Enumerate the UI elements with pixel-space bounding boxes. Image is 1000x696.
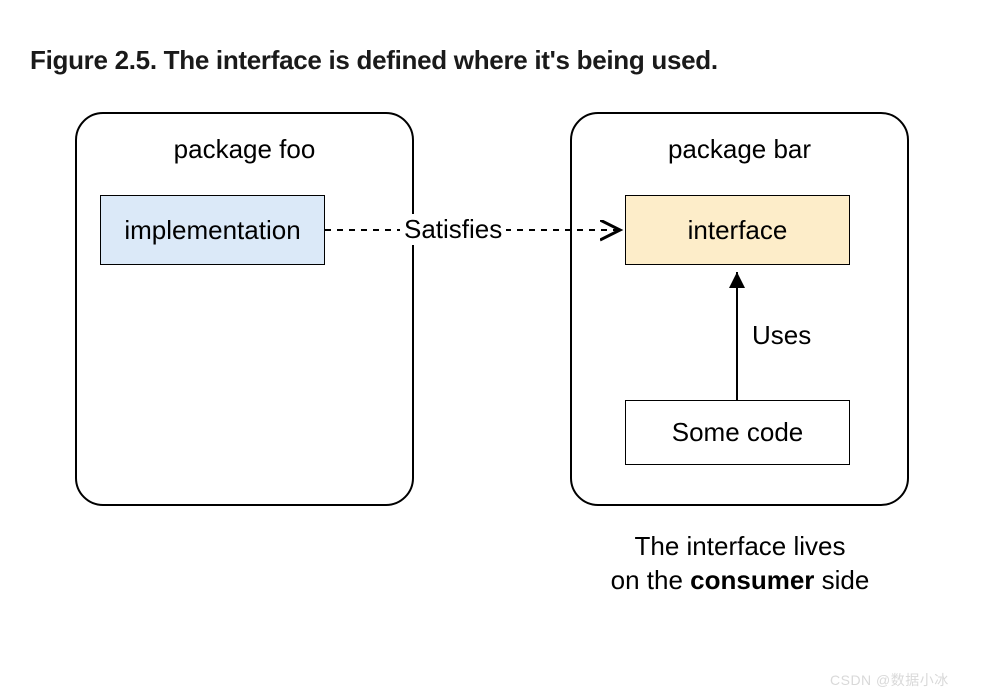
package-foo-title: package foo [77, 134, 412, 165]
node-interface-label: interface [688, 215, 788, 246]
edge-satisfies-label: Satisfies [400, 214, 506, 245]
caption-line2-post: side [814, 565, 869, 595]
caption-line2-bold: consumer [690, 565, 814, 595]
figure-title: Figure 2.5. The interface is defined whe… [30, 45, 718, 76]
package-foo: package foo [75, 112, 414, 506]
watermark: CSDN @数据小冰 [830, 670, 949, 690]
edge-uses-label: Uses [752, 320, 811, 351]
figure-caption: The interface lives on the consumer side [590, 530, 890, 598]
caption-line2-pre: on the [611, 565, 691, 595]
package-bar-title: package bar [572, 134, 907, 165]
node-some-code: Some code [625, 400, 850, 465]
node-implementation: implementation [100, 195, 325, 265]
node-implementation-label: implementation [124, 215, 300, 246]
node-interface: interface [625, 195, 850, 265]
node-some-code-label: Some code [672, 417, 804, 448]
caption-line1: The interface lives [635, 531, 846, 561]
